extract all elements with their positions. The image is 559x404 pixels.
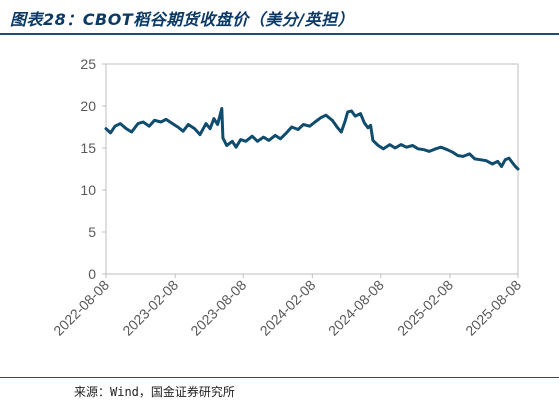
chart-title: 图表28：CBOT稻谷期货收盘价（美分/英担） bbox=[10, 10, 355, 29]
y-tick-label: 10 bbox=[80, 182, 96, 198]
y-tick-label: 20 bbox=[80, 98, 96, 114]
source-note: 来源：Wind，国金证券研究所 bbox=[74, 385, 235, 399]
x-axis: 2022-08-08 2023-02-08 2023-08-08 2024-02-08… bbox=[50, 274, 524, 339]
footer-divider bbox=[0, 377, 559, 378]
x-tick-label: 2023-08-08 bbox=[187, 277, 249, 339]
x-tick-label: 2024-02-08 bbox=[257, 277, 319, 339]
x-tick-label: 2022-08-08 bbox=[50, 277, 112, 339]
y-tick-label: 15 bbox=[80, 140, 96, 156]
series-line bbox=[104, 107, 520, 171]
x-tick-label: 2023-02-08 bbox=[119, 277, 181, 339]
plot-frame bbox=[105, 63, 519, 275]
y-tick-label: 0 bbox=[88, 266, 96, 282]
series-group bbox=[104, 107, 520, 171]
y-tick-label: 5 bbox=[88, 224, 96, 240]
x-tick-label: 2025-08-08 bbox=[462, 277, 524, 339]
line-chart: 0 5 10 15 20 25 2022-08-08 2023-02-08 2023-08-0… bbox=[50, 56, 524, 339]
y-tick-label: 25 bbox=[80, 56, 96, 72]
title-divider bbox=[0, 33, 559, 35]
x-tick-label: 2025-02-08 bbox=[394, 277, 456, 339]
y-axis: 0 5 10 15 20 25 bbox=[80, 56, 106, 282]
x-tick-label: 2024-08-08 bbox=[325, 277, 387, 339]
